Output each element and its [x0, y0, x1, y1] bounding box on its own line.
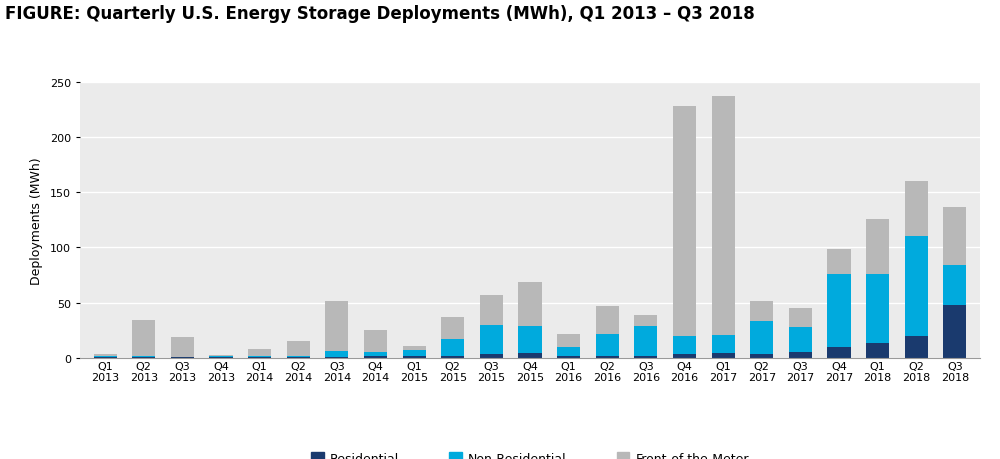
Bar [943, 265, 966, 305]
Bar [403, 346, 426, 350]
Bar [712, 353, 735, 358]
Bar [789, 308, 812, 327]
Bar [712, 335, 735, 353]
Bar [441, 317, 464, 339]
Bar [441, 339, 464, 356]
Bar [132, 320, 155, 356]
Bar [634, 356, 657, 358]
Bar [325, 352, 348, 357]
Bar [518, 353, 542, 358]
Bar [480, 295, 503, 325]
Bar [325, 302, 348, 352]
Bar [518, 326, 542, 353]
Bar [94, 356, 117, 357]
Bar [634, 326, 657, 356]
Bar [750, 355, 773, 358]
Bar [789, 327, 812, 353]
Bar [673, 107, 696, 336]
Bar [750, 302, 773, 322]
Bar [866, 274, 889, 344]
Bar [866, 219, 889, 274]
Bar [866, 344, 889, 358]
Bar [673, 355, 696, 358]
Bar [480, 325, 503, 355]
Bar [209, 357, 233, 358]
Bar [673, 336, 696, 355]
Bar [248, 356, 271, 357]
Bar [557, 334, 580, 347]
Text: FIGURE: Quarterly U.S. Energy Storage Deployments (MWh), Q1 2013 – Q3 2018: FIGURE: Quarterly U.S. Energy Storage De… [5, 5, 755, 22]
Bar [518, 282, 542, 326]
Bar [287, 356, 310, 357]
Bar [364, 330, 387, 353]
Bar [94, 355, 117, 356]
Bar [596, 334, 619, 356]
Bar [789, 353, 812, 358]
Bar [712, 97, 735, 335]
Bar [364, 356, 387, 358]
Bar [905, 182, 928, 237]
Bar [634, 315, 657, 326]
Bar [441, 356, 464, 358]
Bar [557, 356, 580, 358]
Bar [827, 249, 851, 274]
Bar [248, 357, 271, 358]
Bar [480, 355, 503, 358]
Bar [905, 237, 928, 336]
Bar [132, 356, 155, 357]
Bar [287, 341, 310, 356]
Bar [325, 357, 348, 358]
Bar [287, 357, 310, 358]
Bar [209, 355, 233, 356]
Bar [132, 357, 155, 358]
Bar [943, 207, 966, 265]
Bar [171, 357, 194, 358]
Bar [750, 322, 773, 355]
Bar [596, 356, 619, 358]
Bar [364, 353, 387, 356]
Legend: Residential, Non-Residential, Front-of-the-Meter: Residential, Non-Residential, Front-of-t… [306, 447, 754, 459]
Y-axis label: Deployments (MWh): Deployments (MWh) [30, 157, 43, 284]
Bar [403, 350, 426, 356]
Bar [827, 274, 851, 347]
Bar [94, 357, 117, 358]
Bar [248, 349, 271, 356]
Bar [943, 305, 966, 358]
Bar [557, 347, 580, 356]
Bar [827, 347, 851, 358]
Bar [209, 356, 233, 357]
Bar [905, 336, 928, 358]
Bar [171, 337, 194, 357]
Bar [596, 306, 619, 334]
Bar [403, 356, 426, 358]
